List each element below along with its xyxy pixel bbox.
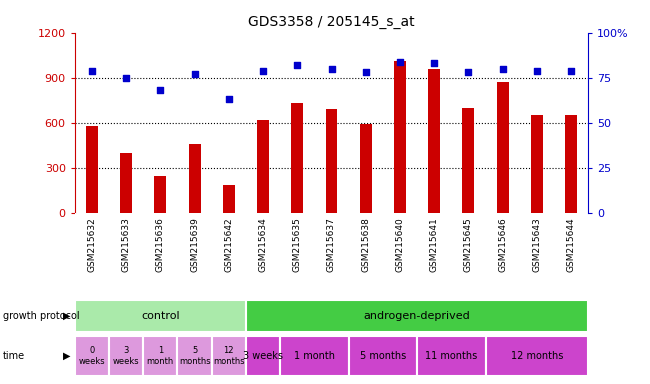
Bar: [257, 120, 269, 213]
Bar: [246, 300, 588, 332]
Text: GSM215644: GSM215644: [567, 217, 576, 272]
Text: 1 month: 1 month: [294, 351, 335, 361]
Bar: [291, 103, 304, 213]
Text: 11 months: 11 months: [425, 351, 478, 361]
Bar: [154, 175, 166, 213]
Point: [429, 60, 439, 66]
Text: 3
weeks: 3 weeks: [113, 346, 139, 366]
Text: growth protocol: growth protocol: [3, 311, 80, 321]
Text: GSM215634: GSM215634: [259, 217, 268, 272]
Text: GSM215638: GSM215638: [361, 217, 370, 272]
Bar: [223, 185, 235, 213]
Bar: [86, 126, 98, 213]
Bar: [348, 336, 417, 376]
Bar: [486, 336, 588, 376]
Bar: [177, 336, 212, 376]
Point: [292, 62, 302, 68]
Point: [361, 69, 371, 75]
Point: [463, 69, 474, 75]
Text: 12
months: 12 months: [213, 346, 244, 366]
Bar: [326, 109, 337, 213]
Text: GSM215636: GSM215636: [156, 217, 165, 272]
Point: [326, 66, 337, 72]
Text: GSM215643: GSM215643: [532, 217, 541, 272]
Point: [121, 74, 131, 81]
Bar: [497, 82, 509, 213]
Text: 1
month: 1 month: [147, 346, 174, 366]
Text: GSM215646: GSM215646: [498, 217, 507, 272]
Bar: [280, 336, 348, 376]
Text: GSM215645: GSM215645: [464, 217, 473, 272]
Text: GSM215640: GSM215640: [395, 217, 404, 272]
Point: [532, 68, 542, 74]
Text: GSM215639: GSM215639: [190, 217, 199, 272]
Text: GSM215635: GSM215635: [292, 217, 302, 272]
Text: 12 months: 12 months: [511, 351, 563, 361]
Bar: [565, 115, 577, 213]
Text: time: time: [3, 351, 25, 361]
Bar: [417, 336, 486, 376]
Title: GDS3358 / 205145_s_at: GDS3358 / 205145_s_at: [248, 15, 415, 29]
Bar: [188, 144, 201, 213]
Bar: [75, 336, 109, 376]
Text: 5
months: 5 months: [179, 346, 211, 366]
Point: [86, 68, 97, 74]
Point: [258, 68, 268, 74]
Text: 5 months: 5 months: [359, 351, 406, 361]
Bar: [359, 124, 372, 213]
Bar: [428, 69, 440, 213]
Text: 0
weeks: 0 weeks: [79, 346, 105, 366]
Text: GSM215632: GSM215632: [87, 217, 96, 272]
Text: GSM215637: GSM215637: [327, 217, 336, 272]
Text: control: control: [141, 311, 179, 321]
Bar: [531, 115, 543, 213]
Text: ▶: ▶: [62, 351, 70, 361]
Bar: [120, 153, 132, 213]
Bar: [462, 108, 474, 213]
Bar: [75, 300, 246, 332]
Bar: [246, 336, 280, 376]
Point: [155, 87, 166, 93]
Text: androgen-deprived: androgen-deprived: [364, 311, 471, 321]
Point: [395, 58, 405, 65]
Point: [224, 96, 234, 103]
Point: [566, 68, 577, 74]
Text: GSM215641: GSM215641: [430, 217, 439, 272]
Text: GSM215642: GSM215642: [224, 217, 233, 272]
Bar: [143, 336, 177, 376]
Bar: [212, 336, 246, 376]
Point: [189, 71, 200, 77]
Bar: [109, 336, 143, 376]
Text: 3 weeks: 3 weeks: [243, 351, 283, 361]
Text: ▶: ▶: [62, 311, 70, 321]
Bar: [394, 61, 406, 213]
Text: GSM215633: GSM215633: [122, 217, 131, 272]
Point: [497, 66, 508, 72]
